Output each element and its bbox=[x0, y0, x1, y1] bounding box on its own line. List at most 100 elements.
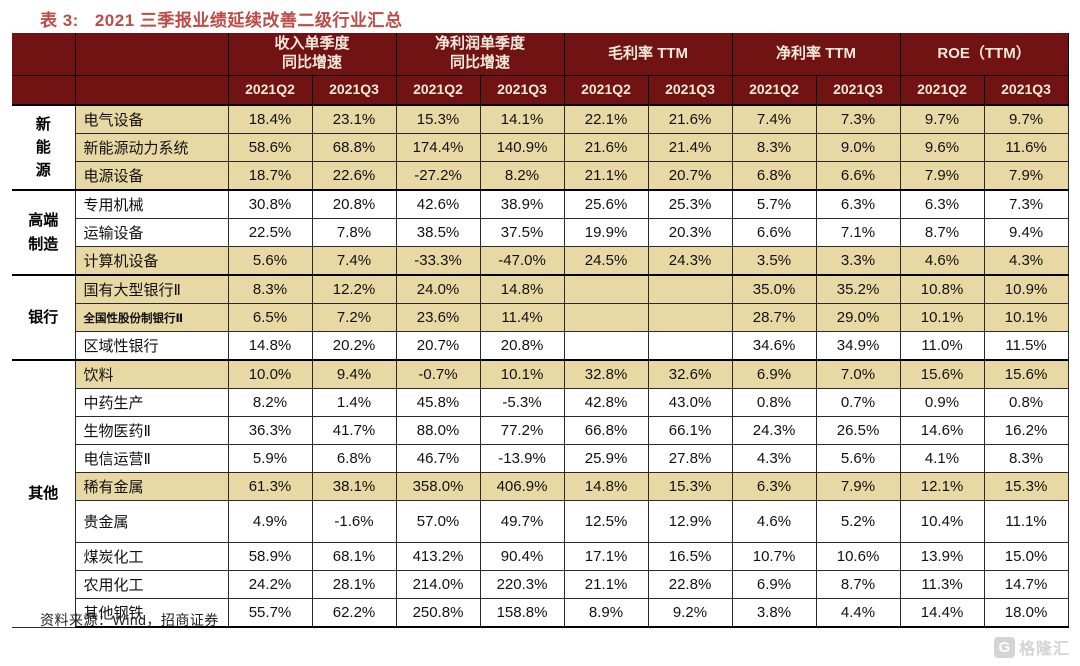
industry-name-cell: 煤炭化工 bbox=[74, 542, 229, 571]
table-row: 煤炭化工 58.9% 68.1% 413.2% 90.4% 17.1% 16.5% 10.7%… bbox=[12, 542, 1069, 571]
table-row: 银行 国有大型银行Ⅱ 8.3% 12.2% 24.0% 14.8% 35.0% 35.2% 10… bbox=[12, 274, 1069, 361]
value-cell: 413.2% bbox=[395, 542, 481, 571]
value-cell: 6.6% bbox=[731, 218, 817, 247]
value-cell: 25.9% bbox=[563, 444, 649, 473]
industry-name-cell: 新能源动力系统 bbox=[74, 133, 229, 162]
value-cell bbox=[563, 274, 649, 304]
value-cell: 8.2% bbox=[479, 161, 565, 191]
value-cell: 9.4% bbox=[311, 359, 397, 389]
industry-name-cell: 电气设备 bbox=[74, 104, 229, 134]
header-quarter-cell: 2021Q3 bbox=[983, 75, 1069, 106]
value-cell: 30.8% bbox=[227, 189, 313, 219]
table-number-label: 表 3: bbox=[40, 11, 79, 30]
value-cell: 10.9% bbox=[983, 274, 1069, 304]
value-cell: 57.0% bbox=[395, 500, 481, 543]
table-row: 新能源动力系统 58.6% 68.8% 174.4% 140.9% 21.6% 21.4% 8… bbox=[12, 133, 1069, 162]
value-cell: 20.7% bbox=[647, 161, 733, 191]
value-cell: 6.5% bbox=[227, 303, 313, 332]
value-cell: 66.1% bbox=[647, 416, 733, 445]
source-note: 资料来源：Wind，招商证券 bbox=[40, 612, 219, 628]
value-cell: 9.2% bbox=[647, 598, 733, 628]
table-row: 电信运营Ⅱ 5.9% 6.8% 46.7% -13.9% 25.9% 27.8% 4.3% 5.… bbox=[12, 444, 1069, 473]
value-cell: 10.6% bbox=[815, 542, 901, 571]
value-cell: 7.1% bbox=[815, 218, 901, 247]
value-cell bbox=[647, 274, 733, 304]
value-cell: 42.6% bbox=[395, 189, 481, 219]
value-cell: 20.2% bbox=[311, 331, 397, 361]
value-cell: 0.7% bbox=[815, 388, 901, 417]
value-cell: 21.4% bbox=[647, 133, 733, 162]
value-cell: 62.2% bbox=[311, 598, 397, 628]
value-cell: 37.5% bbox=[479, 218, 565, 247]
value-cell: 7.3% bbox=[983, 189, 1069, 219]
industry-name-cell: 贵金属 bbox=[74, 500, 229, 543]
table-row: 全国性股份制银行Ⅱ 6.5% 7.2% 23.6% 11.4% 28.7% 29.0% 10.… bbox=[12, 303, 1069, 332]
industry-name-cell: 农用化工 bbox=[74, 570, 229, 599]
value-cell: 14.4% bbox=[899, 598, 985, 628]
header-blank-group-cell bbox=[12, 33, 76, 76]
value-cell: 12.5% bbox=[563, 500, 649, 543]
header-blank-industry-cell bbox=[74, 33, 229, 76]
value-cell: 58.9% bbox=[227, 542, 313, 571]
value-cell: 15.3% bbox=[395, 104, 481, 134]
value-cell: -1.6% bbox=[311, 500, 397, 543]
value-cell: 15.0% bbox=[983, 542, 1069, 571]
header-quarter-cell: 2021Q3 bbox=[479, 75, 565, 106]
value-cell: 28.1% bbox=[311, 570, 397, 599]
value-cell: 28.7% bbox=[731, 303, 817, 332]
industry-name-cell: 国有大型银行Ⅱ bbox=[74, 274, 229, 304]
header-quarter-cell: 2021Q3 bbox=[815, 75, 901, 106]
value-cell: -0.7% bbox=[395, 359, 481, 389]
value-cell: 6.8% bbox=[311, 444, 397, 473]
value-cell: 11.6% bbox=[983, 133, 1069, 162]
table-row: 生物医药Ⅱ 36.3% 41.7% 88.0% 77.2% 66.8% 66.1% 24.3%… bbox=[12, 416, 1069, 445]
value-cell: 3.3% bbox=[815, 246, 901, 276]
value-cell bbox=[563, 303, 649, 332]
value-cell: 14.8% bbox=[479, 274, 565, 304]
value-cell: -27.2% bbox=[395, 161, 481, 191]
value-cell: 20.8% bbox=[479, 331, 565, 361]
value-cell: 38.9% bbox=[479, 189, 565, 219]
value-cell: 17.1% bbox=[563, 542, 649, 571]
value-cell: 35.0% bbox=[731, 274, 817, 304]
value-cell: 10.1% bbox=[983, 303, 1069, 332]
value-cell: 0.8% bbox=[983, 388, 1069, 417]
value-cell: 6.3% bbox=[899, 189, 985, 219]
value-cell: 34.6% bbox=[731, 331, 817, 361]
value-cell: 12.2% bbox=[311, 274, 397, 304]
table-body: 新 能 源电气设备 18.4% 23.1% 15.3% 14.1% 22.1% 21.6% 7… bbox=[12, 104, 1069, 628]
value-cell: 88.0% bbox=[395, 416, 481, 445]
value-cell: 24.3% bbox=[731, 416, 817, 445]
value-cell: 35.2% bbox=[815, 274, 901, 304]
value-cell: 9.6% bbox=[899, 133, 985, 162]
value-cell: 11.3% bbox=[899, 570, 985, 599]
value-cell: -13.9% bbox=[479, 444, 565, 473]
value-cell: 406.9% bbox=[479, 472, 565, 501]
value-cell: 4.3% bbox=[983, 246, 1069, 276]
value-cell: 7.0% bbox=[815, 359, 901, 389]
value-cell: 220.3% bbox=[479, 570, 565, 599]
value-cell: 7.2% bbox=[311, 303, 397, 332]
table-row: 计算机设备 5.6% 7.4% -33.3% -47.0% 24.5% 24.3% 3.5% 3… bbox=[12, 246, 1069, 276]
table-row: 运输设备 22.5% 7.8% 38.5% 37.5% 19.9% 20.3% 6.6% 7.1… bbox=[12, 218, 1069, 247]
value-cell: 21.1% bbox=[563, 161, 649, 191]
value-cell: 15.3% bbox=[983, 472, 1069, 501]
value-cell: 4.6% bbox=[731, 500, 817, 543]
value-cell: 55.7% bbox=[227, 598, 313, 628]
table-row: 新 能 源电气设备 18.4% 23.1% 15.3% 14.1% 22.1% 21.6% 7… bbox=[12, 104, 1069, 191]
value-cell: 14.8% bbox=[227, 331, 313, 361]
value-cell: 6.8% bbox=[731, 161, 817, 191]
value-cell: 61.3% bbox=[227, 472, 313, 501]
table-row: 其他 饮料 10.0% 9.4% -0.7% 10.1% 32.8% 32.6% 6.9% 7.0… bbox=[12, 359, 1069, 628]
industry-name-cell: 电源设备 bbox=[74, 161, 229, 191]
value-cell: 358.0% bbox=[395, 472, 481, 501]
value-cell: 10.4% bbox=[899, 500, 985, 543]
value-cell: 6.6% bbox=[815, 161, 901, 191]
value-cell: 22.8% bbox=[647, 570, 733, 599]
header-quarter-cell: 2021Q3 bbox=[311, 75, 397, 106]
value-cell: 6.3% bbox=[731, 472, 817, 501]
row-group-label: 其他 bbox=[12, 359, 76, 628]
value-cell: 22.6% bbox=[311, 161, 397, 191]
value-cell: 32.6% bbox=[647, 359, 733, 389]
header-quarter-cell: 2021Q2 bbox=[563, 75, 649, 106]
